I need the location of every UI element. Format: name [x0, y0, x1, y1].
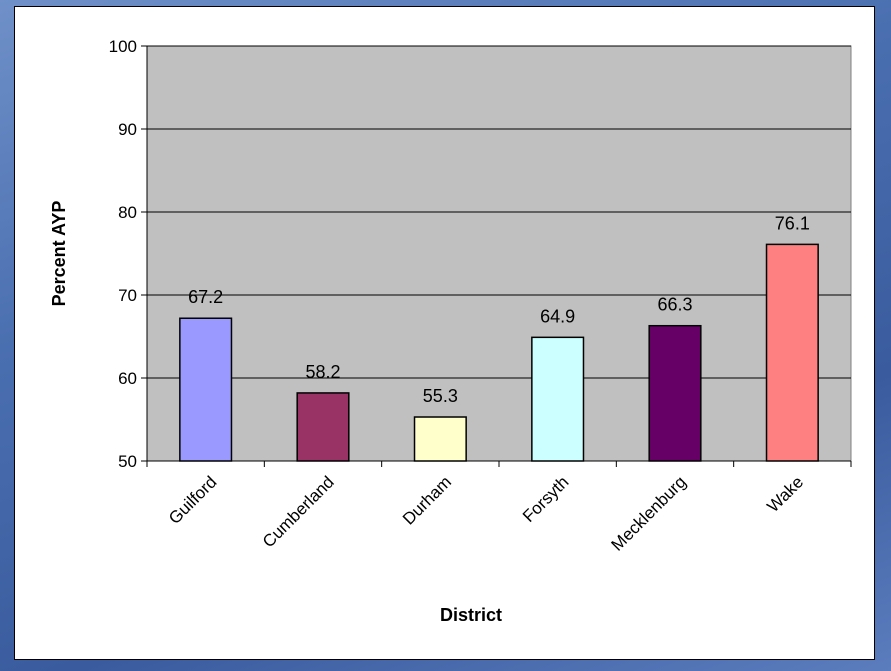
x-tick-label: Wake	[763, 472, 807, 516]
x-tick-label: Cumberland	[259, 472, 338, 551]
data-label: 58.2	[305, 362, 340, 382]
data-label: 64.9	[540, 306, 575, 326]
x-tick-label: Durham	[399, 472, 455, 528]
x-tick-label: Forsyth	[519, 472, 573, 526]
x-tick-label: Mecklenburg	[608, 472, 690, 554]
data-label: 55.3	[423, 386, 458, 406]
bar-chart: 50 60 70 80 90 100 67.2 Guilford 58.2 Cumberland 5…	[49, 37, 852, 625]
data-label: 76.1	[775, 213, 810, 233]
bar	[296, 392, 350, 462]
y-tick-label: 90	[118, 120, 137, 139]
y-tick-label: 100	[109, 37, 137, 56]
data-label: 66.3	[657, 295, 692, 315]
bar	[179, 317, 233, 462]
y-tick-label: 50	[118, 452, 137, 471]
data-label: 67.2	[188, 287, 223, 307]
x-axis-title: District	[440, 605, 502, 625]
bar	[648, 324, 702, 462]
y-tick-label: 80	[118, 203, 137, 222]
bar	[765, 243, 819, 462]
y-axis-title: Percent AYP	[49, 201, 69, 307]
chart-panel: 50 60 70 80 90 100 67.2 Guilford 58.2 Cumberland 5…	[14, 6, 875, 660]
x-tick-label: Guilford	[165, 472, 221, 528]
y-tick-label: 60	[118, 369, 137, 388]
y-tick-label: 70	[118, 286, 137, 305]
plot-area	[146, 45, 852, 462]
bar	[413, 416, 467, 462]
bar	[531, 336, 585, 462]
